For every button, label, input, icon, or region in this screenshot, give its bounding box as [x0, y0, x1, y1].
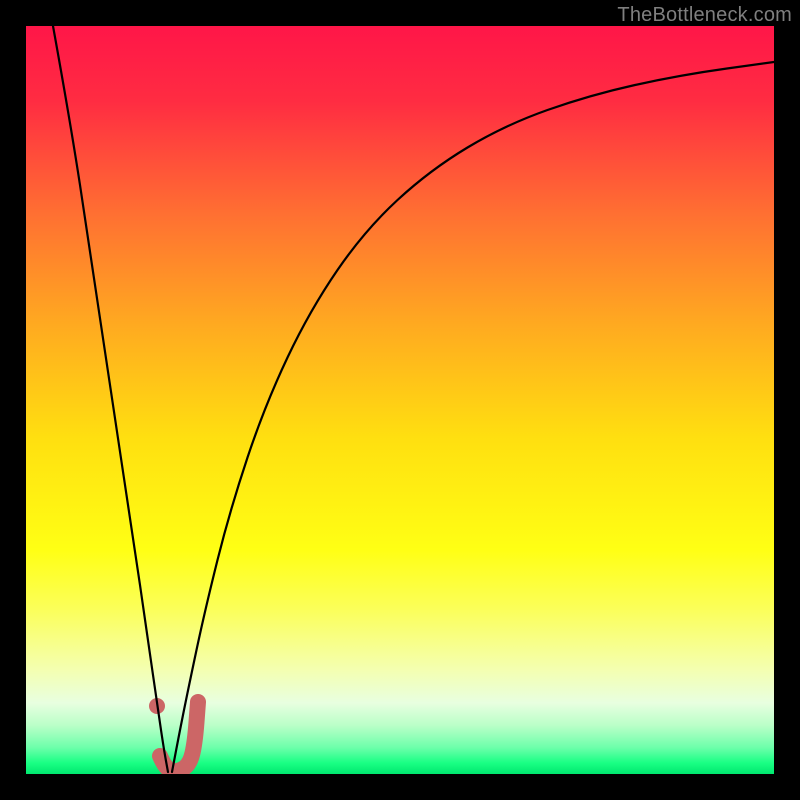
curve-right [172, 62, 774, 772]
chart-canvas: TheBottleneck.com [0, 0, 800, 800]
curves-svg [26, 26, 774, 774]
plot-area [26, 26, 774, 774]
watermark-text: TheBottleneck.com [617, 4, 792, 27]
curve-left [53, 26, 168, 772]
